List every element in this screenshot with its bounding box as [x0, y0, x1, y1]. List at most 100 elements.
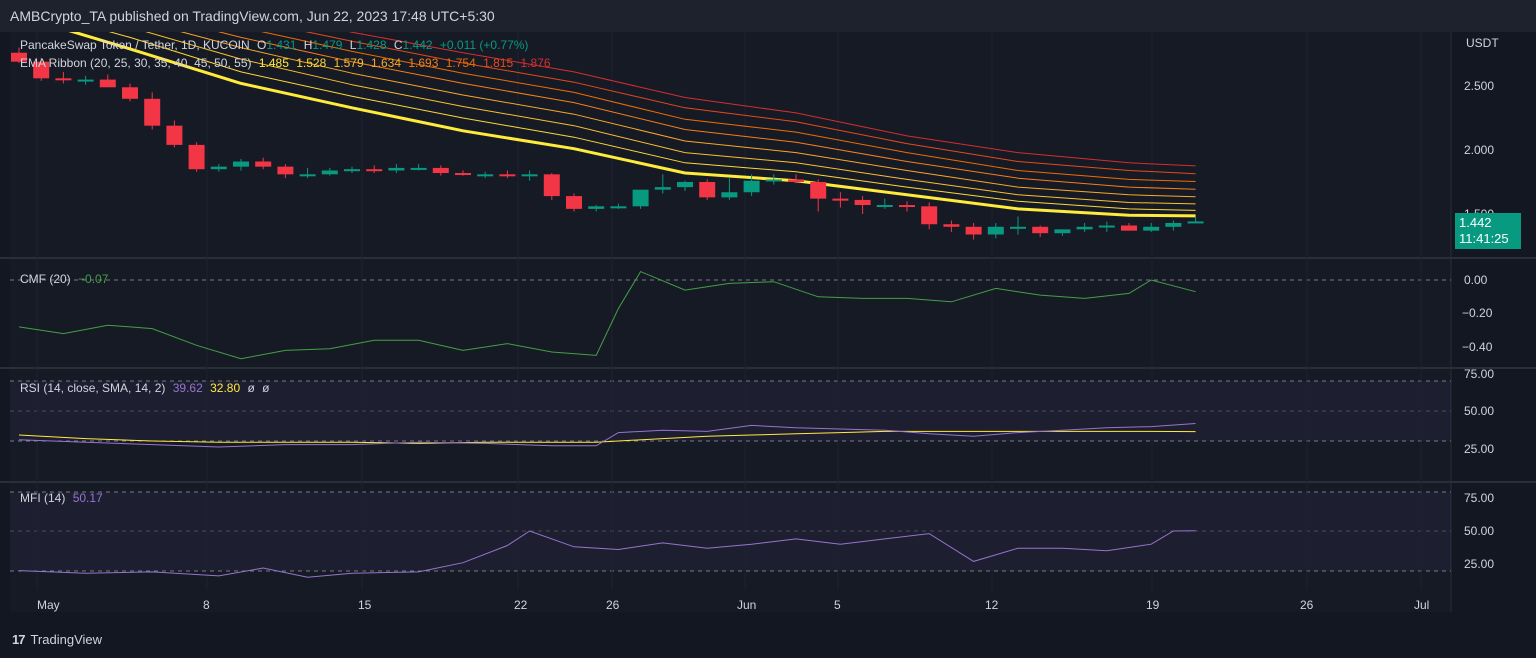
- footer-bar: [0, 625, 1536, 658]
- cmf-tick: 0.00: [1464, 273, 1488, 287]
- ema-line-30: [145, 32, 1196, 205]
- candle-body: [1165, 222, 1182, 227]
- candle: [610, 203, 627, 209]
- currency-label: USDT: [1466, 36, 1499, 50]
- candle-body: [987, 226, 1004, 235]
- candle: [432, 165, 449, 176]
- candle: [410, 164, 427, 171]
- candle-body: [788, 179, 804, 182]
- ema-line-20: [68, 32, 1196, 218]
- candle-body: [210, 166, 227, 170]
- candle: [122, 83, 138, 102]
- candle-body: [477, 174, 494, 177]
- price-legend: PancakeSwap Token / Tether, 1D, KUCOIN O…: [20, 38, 532, 52]
- x-tick: 22: [514, 598, 528, 612]
- candle-body: [299, 174, 316, 177]
- mfi-line: [18, 530, 1196, 578]
- candle-body: [77, 79, 94, 82]
- candle: [455, 170, 471, 176]
- candle-body: [321, 170, 338, 175]
- ema-value: 1.876: [520, 56, 551, 70]
- candle: [765, 174, 782, 185]
- x-tick: 12: [985, 598, 999, 612]
- close-value: 1.442: [402, 38, 433, 52]
- candle-body: [632, 189, 649, 207]
- candle-body: [765, 179, 782, 182]
- candle-body: [499, 174, 516, 177]
- candle: [543, 173, 560, 200]
- candle: [521, 170, 538, 181]
- ema-legend: EMA Ribbon (20, 25, 30, 35, 40, 45, 50, …: [20, 56, 555, 70]
- candle: [99, 74, 116, 88]
- candles: [11, 47, 1204, 240]
- candle-body: [1032, 226, 1049, 234]
- cmf-line-group: [18, 270, 1196, 360]
- cmf-title: CMF (20): [20, 272, 71, 286]
- candle: [233, 158, 249, 171]
- candle: [677, 180, 693, 191]
- candle: [1076, 222, 1093, 232]
- candle-body: [188, 144, 205, 170]
- candle: [1054, 229, 1071, 236]
- open-value: 1.431: [266, 38, 297, 52]
- candle-body: [1054, 229, 1071, 234]
- low-value: 1.428: [356, 38, 387, 52]
- rsi-tick: 50.00: [1464, 404, 1494, 418]
- candle-body: [277, 166, 294, 175]
- publisher-line: AMBCrypto_TA published on TradingView.co…: [10, 8, 495, 24]
- candle-body: [943, 224, 960, 227]
- vertical-grid: [36, 32, 1422, 590]
- candle: [566, 193, 582, 212]
- candle: [832, 192, 849, 208]
- last-price-tag: 1.442 11:41:25: [1455, 213, 1521, 249]
- tradingview-logo[interactable]: 17 TradingView: [12, 632, 102, 647]
- last-price: 1.442: [1459, 215, 1492, 230]
- x-tick: Jul: [1414, 598, 1429, 612]
- candle: [632, 189, 649, 209]
- candle: [1098, 221, 1115, 232]
- candle-body: [610, 206, 627, 209]
- mfi-value: 50.17: [72, 491, 103, 505]
- candle: [1010, 216, 1026, 235]
- candle-body: [455, 173, 471, 176]
- candle-body: [899, 205, 915, 208]
- candle-body: [677, 182, 693, 188]
- chart-area[interactable]: [10, 32, 1451, 612]
- ema-line-35: [180, 32, 1196, 198]
- candle: [366, 165, 383, 174]
- candle-body: [521, 174, 538, 177]
- candle: [321, 167, 338, 176]
- rsi-extra-2: ø: [262, 381, 270, 395]
- rsi-tick: 75.00: [1464, 367, 1494, 381]
- ema-value: 1.754: [445, 56, 476, 70]
- candle: [11, 47, 27, 63]
- candle: [344, 166, 360, 174]
- candle: [699, 179, 716, 200]
- price-tick: 2.500: [1464, 79, 1494, 93]
- candle: [899, 201, 915, 212]
- candle-body: [1010, 226, 1026, 229]
- candle: [277, 164, 294, 179]
- candle-body: [144, 98, 161, 126]
- rsi-ma-line: [18, 430, 1196, 444]
- candle-body: [721, 192, 738, 198]
- tradingview-logo-icon: 17: [12, 632, 26, 647]
- x-tick: May: [37, 598, 60, 612]
- ema-line-45: [261, 32, 1196, 182]
- candle: [77, 75, 94, 85]
- ema-value: 1.485: [258, 56, 289, 70]
- cmf-line: [18, 270, 1196, 360]
- candle-body: [55, 78, 72, 81]
- mfi-line-group: [18, 530, 1196, 578]
- candle-body: [233, 161, 249, 167]
- candle-body: [33, 61, 50, 79]
- candle-body: [876, 205, 893, 208]
- candle-body: [410, 167, 427, 170]
- candle: [921, 202, 938, 230]
- rsi-line: [18, 423, 1196, 448]
- candle: [810, 179, 827, 212]
- candle: [965, 222, 982, 240]
- candle-body: [832, 198, 849, 201]
- candle-body: [1098, 225, 1115, 228]
